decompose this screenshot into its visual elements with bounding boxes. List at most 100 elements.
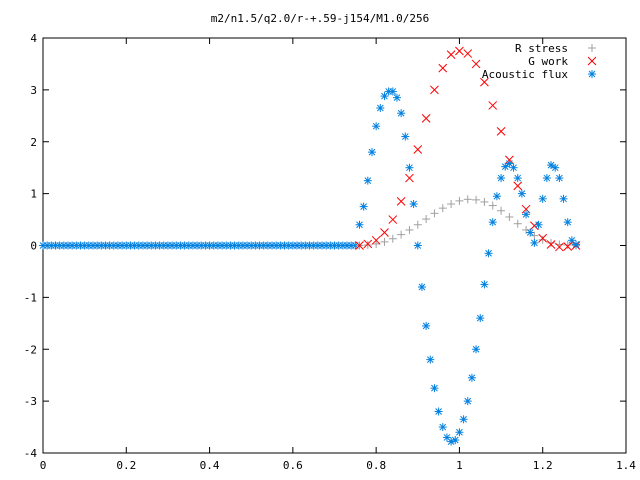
data-point xyxy=(501,162,510,171)
data-point xyxy=(513,181,523,191)
y-tick-label: 3 xyxy=(30,84,37,97)
data-point xyxy=(467,373,476,382)
legend-label: R stress xyxy=(515,42,568,55)
data-point xyxy=(471,59,481,69)
data-point xyxy=(563,240,572,249)
x-tick-label: 0 xyxy=(40,459,47,472)
data-point xyxy=(413,145,423,154)
legend-label: G work xyxy=(528,55,568,68)
data-point xyxy=(363,239,373,249)
data-point xyxy=(547,161,556,170)
data-point xyxy=(488,218,497,227)
data-point xyxy=(446,50,456,59)
data-point xyxy=(551,163,560,172)
data-point xyxy=(530,238,539,247)
data-point xyxy=(430,85,439,95)
data-point xyxy=(405,173,414,183)
data-point xyxy=(355,220,364,229)
y-tick-label: 2 xyxy=(30,136,37,149)
data-point xyxy=(555,174,564,183)
y-tick-label: -2 xyxy=(24,343,37,356)
data-point xyxy=(513,219,522,228)
y-tick-label: -1 xyxy=(24,291,37,304)
y-tick-label: -4 xyxy=(24,447,38,460)
data-point xyxy=(480,197,489,206)
data-point xyxy=(497,174,506,183)
data-point xyxy=(372,239,381,248)
data-point xyxy=(359,202,368,211)
data-point xyxy=(526,228,535,237)
data-point xyxy=(522,210,531,219)
x-tick-label: 1.2 xyxy=(533,459,553,472)
data-point xyxy=(488,201,497,210)
data-point xyxy=(388,87,397,96)
y-tick-label: 1 xyxy=(30,188,37,201)
data-point xyxy=(505,212,514,221)
data-point xyxy=(455,46,464,56)
data-point xyxy=(388,234,397,243)
x-tick-label: 0.4 xyxy=(200,459,220,472)
data-point xyxy=(534,220,543,229)
chart-title: m2/n1.5/q2.0/r-+.59-j154/M1.0/256 xyxy=(211,12,430,25)
legend-marker xyxy=(588,70,596,78)
data-point xyxy=(555,242,564,252)
y-tick-label: 4 xyxy=(30,32,37,45)
data-point xyxy=(455,196,464,205)
data-point xyxy=(505,159,514,168)
data-point xyxy=(530,231,539,240)
x-tick-label: 0.6 xyxy=(283,459,303,472)
data-point xyxy=(484,249,493,258)
axis-ticks: 0 0.2 0.4 0.6 0.8 1 1.2 1.4 -4 -3 -2 -1 0 1 2 3 4 xyxy=(24,32,637,472)
data-point xyxy=(492,192,501,201)
data-point xyxy=(397,230,406,239)
data-point xyxy=(480,77,489,87)
data-point xyxy=(417,283,426,291)
data-point xyxy=(396,197,406,206)
data-point xyxy=(363,240,372,249)
data-point xyxy=(517,189,526,198)
data-point xyxy=(472,345,481,354)
data-point xyxy=(430,209,439,218)
data-point xyxy=(397,109,406,118)
data-point xyxy=(455,428,464,437)
data-point xyxy=(426,355,435,364)
data-point xyxy=(538,235,547,244)
data-point xyxy=(463,195,472,204)
data-point xyxy=(547,238,556,247)
data-point xyxy=(430,384,439,393)
data-point xyxy=(372,122,381,131)
data-point xyxy=(380,237,389,246)
data-point xyxy=(451,436,460,445)
data-point xyxy=(542,174,551,183)
data-point xyxy=(401,132,410,141)
data-point xyxy=(376,104,385,113)
data-point xyxy=(392,93,401,102)
data-point xyxy=(438,204,447,213)
legend-label: Acoustic flux xyxy=(482,68,568,81)
data-point xyxy=(422,215,431,224)
data-point xyxy=(413,241,422,250)
data-point xyxy=(355,241,364,250)
data-point xyxy=(438,423,447,432)
x-tick-label: 1.4 xyxy=(616,459,636,472)
y-tick-label: 0 xyxy=(30,240,37,253)
series-baseline xyxy=(39,241,360,250)
data-point xyxy=(371,235,381,245)
legend-marker xyxy=(588,44,596,52)
data-point xyxy=(497,206,506,215)
data-point xyxy=(513,174,522,183)
data-point xyxy=(538,194,547,203)
data-point xyxy=(388,215,398,224)
data-point xyxy=(434,407,443,416)
data-point xyxy=(480,280,489,289)
data-point xyxy=(421,114,431,123)
data-point xyxy=(559,194,568,203)
data-point xyxy=(422,321,431,330)
data-point xyxy=(572,240,581,249)
data-point xyxy=(563,218,572,227)
data-point xyxy=(447,200,456,208)
data-point xyxy=(522,225,531,234)
data-point xyxy=(463,49,473,58)
series-2 xyxy=(355,87,581,446)
